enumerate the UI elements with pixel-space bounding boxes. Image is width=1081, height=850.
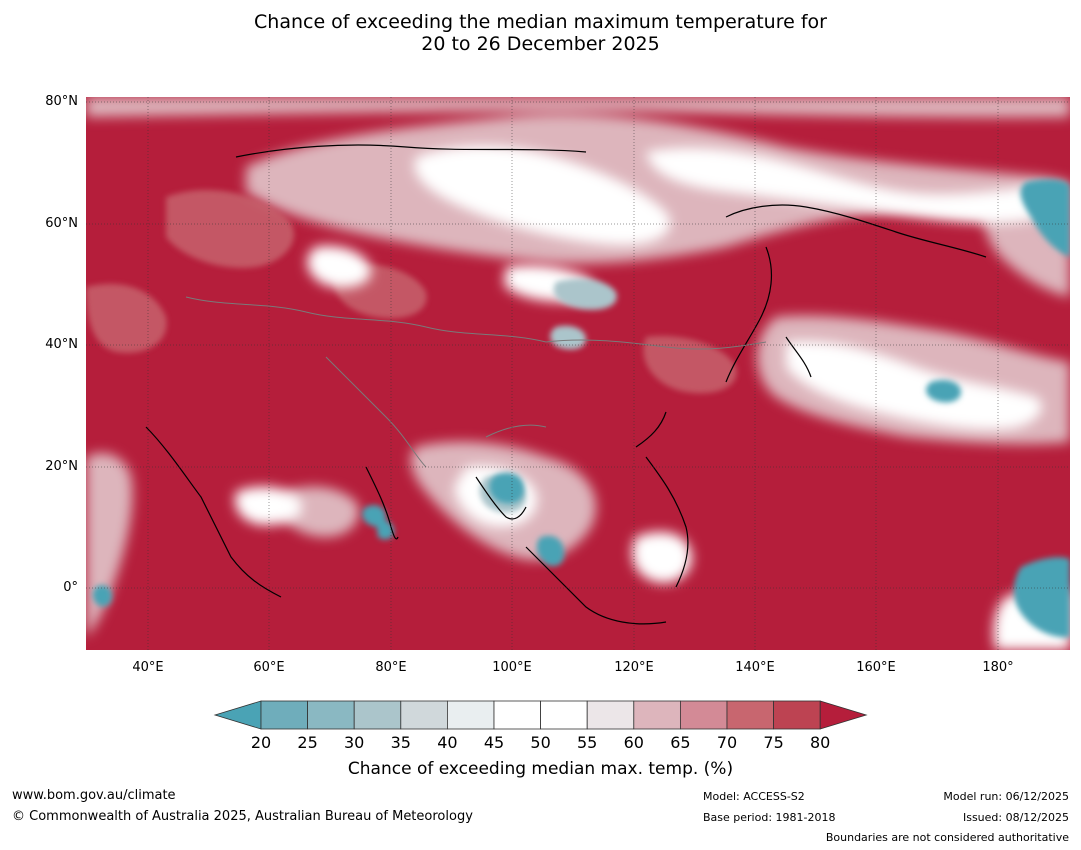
colorbar-segment: [773, 700, 821, 730]
colorbar-segment: [726, 700, 774, 730]
lat-label-80n: 80°N: [45, 94, 78, 109]
colorbar-extend-high: [819, 700, 868, 730]
lat-label-20n: 20°N: [45, 459, 78, 474]
lon-label-160e: 160°E: [856, 660, 896, 675]
colorbar-segment: [307, 700, 355, 730]
colorbar-tick-label: 40: [437, 733, 458, 752]
colorbar: [213, 700, 868, 730]
colorbar-segment: [400, 700, 448, 730]
colorbar-title: Chance of exceeding median max. temp. (%…: [347, 759, 734, 779]
colorbar-segment: [493, 700, 541, 730]
colorbar-tick-label: 25: [297, 733, 318, 752]
lon-label-100e: 100°E: [492, 660, 532, 675]
lon-label-80e: 80°E: [375, 660, 407, 675]
website-link[interactable]: www.bom.gov.au/climate: [12, 788, 176, 803]
colorbar-tick-label: 70: [716, 733, 738, 752]
colorbar-segment: [679, 700, 728, 730]
colorbar-tick-label: 80: [810, 733, 831, 752]
lon-label-120e: 120°E: [614, 660, 654, 675]
colorbar-tick-label: 45: [483, 733, 505, 752]
colorbar-segment: [540, 700, 588, 730]
colorbar-tick-label: 30: [344, 733, 365, 752]
lat-label-0: 0°: [63, 580, 78, 595]
colorbar-tick-label: 35: [390, 733, 411, 752]
lat-label-40n: 40°N: [45, 337, 78, 352]
coastlines: [145, 144, 987, 625]
map-panel: [86, 97, 1070, 650]
colorbar-segment: [353, 700, 402, 730]
model-run-text: Model run: 06/12/2025: [943, 790, 1069, 803]
colorbar-extend-low: [213, 700, 262, 730]
graticule: [86, 97, 1070, 650]
colorbar-segment: [633, 700, 681, 730]
probability-fields: [86, 97, 1070, 650]
country-borders: [185, 296, 767, 468]
lon-label-140e: 140°E: [735, 660, 775, 675]
lon-label-60e: 60°E: [253, 660, 285, 675]
colorbar-segment: [446, 700, 495, 730]
colorbar-tick-label: 60: [623, 733, 644, 752]
colorbar-tick-label: 20: [250, 733, 272, 752]
lon-label-40e: 40°E: [132, 660, 164, 675]
colorbar-tick-label: 55: [577, 733, 598, 752]
issued-text: Issued: 08/12/2025: [962, 811, 1069, 824]
colorbar-segment: [586, 700, 635, 730]
colorbar-tick-label: 65: [670, 733, 691, 752]
colorbar-tick-label: 50: [530, 733, 551, 752]
colorbar-tick-label: 75: [763, 733, 784, 752]
copyright-text: © Commonwealth of Australia 2025, Austra…: [12, 809, 473, 824]
map-title-line1: Chance of exceeding the median maximum t…: [254, 11, 827, 33]
lat-label-60n: 60°N: [45, 216, 78, 231]
base-period-text: Base period: 1981-2018: [703, 811, 836, 824]
disclaimer-text: Boundaries are not considered authoritat…: [825, 831, 1069, 844]
colorbar-segments: [213, 700, 868, 730]
map-title-line2: 20 to 26 December 2025: [421, 33, 660, 55]
colorbar-segment: [260, 700, 308, 730]
lon-label-180: 180°: [982, 660, 1014, 675]
model-text: Model: ACCESS-S2: [703, 790, 805, 803]
